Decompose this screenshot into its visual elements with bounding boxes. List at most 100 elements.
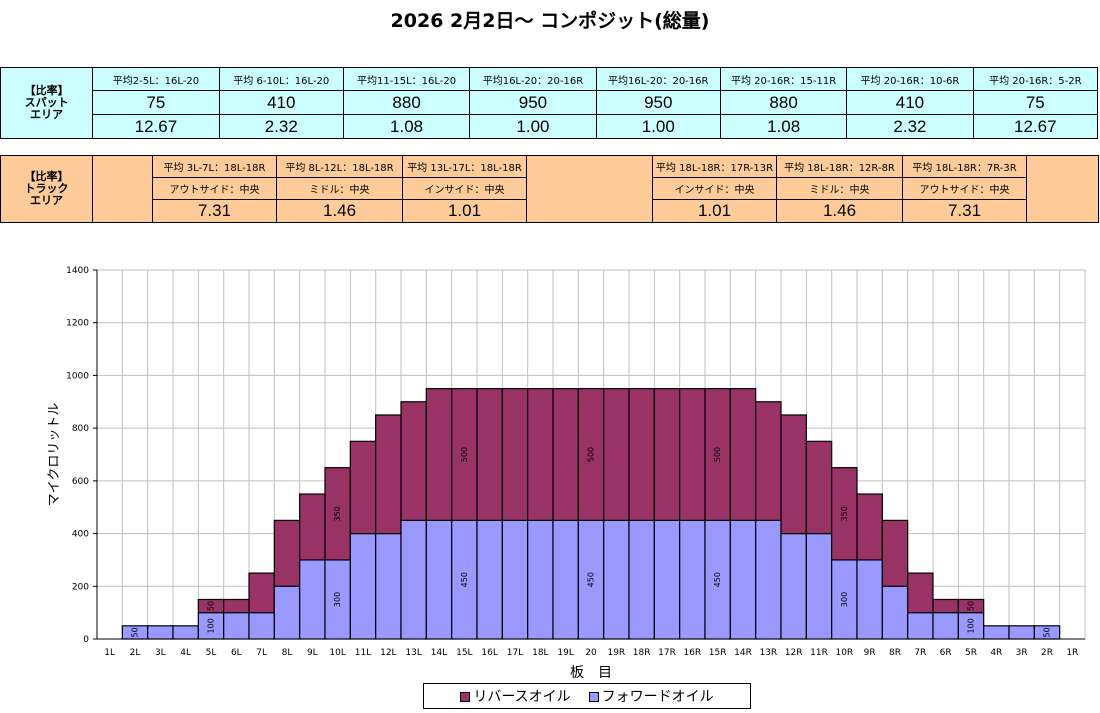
x-tick-label: 13L (405, 648, 421, 658)
bar-forward-2R (1033, 625, 1061, 640)
bar-reverse-14L (425, 388, 453, 521)
track-header: 平均 13L-17L：18L-18R (402, 155, 527, 178)
bar-reverse-17L (501, 388, 529, 521)
track-subheader: ミドル：中央 (276, 177, 403, 200)
x-tick-label: 16L (481, 648, 497, 658)
bar-reverse-20 (577, 388, 605, 521)
x-tick-label: 9R (864, 648, 876, 658)
spot-ratio: 1.00 (469, 114, 597, 139)
legend-item-forward: フォワードオイル (588, 686, 714, 706)
spot-area-table: 【比率】 スパット エリア 平均2-5L：16L-20 平均 6-10L：16L… (0, 67, 1099, 139)
spot-header: 平均 20-16R：15-11R (719, 67, 848, 91)
x-tick-label: 13R (759, 648, 777, 658)
data-label: 350 (333, 506, 342, 521)
y-tick-label: 0 (83, 635, 89, 645)
bar-reverse-12R (780, 414, 807, 535)
data-label: 300 (840, 592, 849, 607)
bar-reverse-19L (552, 388, 579, 521)
bar-forward-17R (653, 519, 681, 640)
x-tick-label: 12R (785, 648, 803, 658)
x-tick-label: 7L (256, 648, 267, 658)
data-label: 300 (333, 592, 342, 607)
x-tick-label: 15L (456, 648, 472, 658)
track-subheader: アウトサイド：中央 (902, 177, 1027, 200)
bar-forward-19R (603, 519, 630, 640)
bar-reverse-10R (831, 467, 858, 561)
y-tick-label: 400 (72, 530, 89, 540)
spot-ratio: 1.08 (719, 114, 848, 139)
bar-reverse-7L (248, 572, 275, 614)
x-tick-label: 11R (810, 648, 828, 658)
legend-label-forward: フォワードオイル (601, 689, 714, 705)
data-label: 100 (967, 618, 976, 633)
x-tick-label: 6R (940, 648, 952, 658)
bar-reverse-19R (603, 388, 630, 521)
x-tick-label: 2L (130, 648, 141, 658)
x-tick-label: 3L (155, 648, 166, 658)
bar-forward-12R (780, 532, 807, 640)
y-tick-label: 1000 (66, 371, 89, 381)
track-area-label: 【比率】 トラック エリア (0, 155, 93, 223)
x-tick-label: 10L (329, 648, 345, 658)
bar-reverse-15R (704, 388, 731, 521)
bar-reverse-16R (679, 388, 706, 521)
data-label: 500 (713, 447, 722, 462)
bar-forward-14L (425, 519, 453, 640)
spot-value: 880 (719, 90, 848, 115)
x-axis-label: 板 目 (570, 665, 612, 680)
spot-header: 平均 20-16R：5-2R (972, 67, 1099, 91)
bar-reverse-17R (653, 388, 681, 521)
track-ratio: 1.01 (652, 199, 777, 223)
bar-reverse-14R (729, 388, 757, 521)
spot-value: 950 (595, 90, 721, 115)
data-label: 100 (207, 618, 216, 633)
data-label: 500 (460, 447, 469, 462)
track-ratio: 1.01 (402, 199, 527, 223)
y-tick-label: 1200 (66, 319, 89, 329)
track-blank-cell (92, 155, 153, 223)
x-tick-label: 17L (507, 648, 523, 658)
chart-legend: リバースオイル フォワードオイル (423, 683, 751, 709)
x-tick-label: 18R (633, 648, 651, 658)
x-tick-label: 8L (282, 648, 293, 658)
bar-reverse-16L (476, 388, 503, 521)
bar-forward-11R (805, 532, 833, 640)
spot-header: 平均 6-10L：16L-20 (218, 67, 344, 91)
track-subheader: インサイド：中央 (402, 177, 527, 200)
x-tick-label: 12L (380, 648, 396, 658)
spot-value: 410 (218, 90, 344, 115)
bar-reverse-15L (451, 388, 478, 521)
x-tick-label: 17R (658, 648, 676, 658)
y-axis-label: マイクロリットル (47, 403, 62, 507)
data-label: 450 (587, 572, 596, 587)
data-label: 350 (840, 506, 849, 521)
bar-forward-14R (729, 519, 757, 640)
track-ratio: 7.31 (152, 199, 277, 223)
track-subheader: アウトサイド：中央 (152, 177, 277, 200)
bar-reverse-6L (223, 598, 250, 614)
y-tick-label: 1400 (66, 266, 89, 276)
x-tick-label: 5R (965, 648, 977, 658)
bar-forward-16R (679, 519, 706, 640)
bar-reverse-9R (856, 493, 883, 561)
track-header: 平均 8L-12L：18L-18R (276, 155, 403, 178)
bar-forward-10L (324, 559, 351, 640)
track-header: 平均 18L-18R：12R-8R (776, 155, 903, 178)
x-tick-label: 7R (914, 648, 926, 658)
x-tick-label: 1L (104, 648, 115, 658)
bar-forward-7L (248, 612, 275, 640)
x-tick-label: 3R (1016, 648, 1028, 658)
bar-forward-11L (349, 532, 377, 640)
x-tick-label: 19R (607, 648, 625, 658)
x-tick-label: 15R (709, 648, 727, 658)
y-tick-label: 200 (72, 582, 89, 592)
x-tick-label: 1R (1066, 648, 1078, 658)
track-subheader: ミドル：中央 (776, 177, 903, 200)
bar-forward-7R (907, 612, 934, 640)
bar-reverse-7R (907, 572, 934, 614)
track-area-label-text: 【比率】 トラック エリア (24, 170, 69, 207)
bar-forward-13L (400, 519, 427, 640)
legend-label-reverse: リバースオイル (473, 689, 571, 705)
bar-forward-18R (628, 519, 655, 640)
spot-value: 880 (342, 90, 471, 115)
